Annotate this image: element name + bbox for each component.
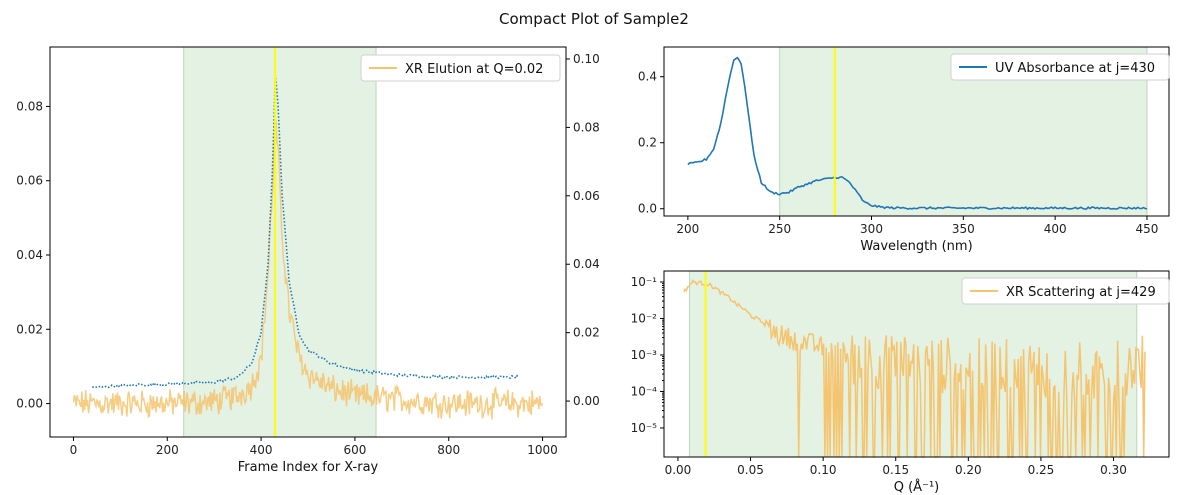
uv-legend-label: UV Absorbance at j=430 [995,61,1155,76]
right-y-tick-label: 0.04 [573,257,600,271]
x-tick-label: 400 [250,443,273,457]
y-tick-label: 10⁻¹ [631,275,658,289]
x-tick-label: 0.30 [1100,463,1127,477]
figure-title: Compact Plot of Sample2 [499,10,689,28]
scattering-legend: XR Scattering at j=429 [961,277,1170,305]
x-tick-label: 0.25 [1028,463,1055,477]
y-tick-label: 0.2 [638,136,657,150]
plot-frame [663,270,1170,458]
shaded-range [183,46,377,438]
x-tick-label: 600 [343,443,366,457]
y-tick-label: 0.4 [638,70,657,84]
x-tick-label: 200 [156,443,179,457]
x-tick-label: 400 [1044,222,1067,236]
x-tick-label: 250 [768,222,791,236]
y-tick-label: 0.08 [16,99,43,113]
right-y-tick-label: 0.06 [573,189,600,203]
x-tick-label: 200 [676,222,699,236]
scattering-plot: 0.00 0.05 0.10 0.15 0.20 0.25 0.30 Q (Å⁻¹) 10⁻⁵ 1… [631,270,1170,495]
x-tick-label: 300 [860,222,883,236]
right-y-tick-label: 0.10 [573,52,600,66]
y-tick-label: 0.04 [16,248,43,262]
x-tick-label: 0 [70,443,78,457]
scattering-legend-box [961,277,1170,305]
right-y-tick-label: 0.08 [573,120,600,134]
x-axis-label: Frame Index for X-ray [238,460,379,475]
y-tick-label: 0.06 [16,174,43,188]
y-tick-label: 0.0 [638,202,657,216]
y-tick-label: 10⁻² [631,311,658,325]
y-tick-label: 10⁻⁴ [631,384,658,398]
xr-elution-series-line [72,120,544,420]
x-tick-label: 0.15 [882,463,909,477]
x-tick-label: 0.20 [955,463,982,477]
uv-legend: UV Absorbance at j=430 [950,53,1170,81]
elution-legend-label: XR Elution at Q=0.02 [405,62,543,77]
y-tick-label: 10⁻⁵ [631,421,658,435]
elution-legend-box [360,54,561,82]
x-tick-label: 450 [1136,222,1159,236]
y-tick-label: 0.02 [16,322,43,336]
x-tick-label: 350 [952,222,975,236]
x-tick-label: 0.00 [665,463,692,477]
x-tick-label: 0.10 [810,463,837,477]
x-tick-label: 800 [437,443,460,457]
uv-spectrum-plot: 200 250 300 350 400 450 Wavelength (nm) 0.0 0.2 0… [638,46,1170,254]
uv-legend-box [950,53,1170,81]
plot-frame [49,46,567,438]
elution-legend: XR Elution at Q=0.02 [360,54,561,82]
x-axis-label: Q (Å⁻¹) [894,479,939,495]
scattering-legend-label: XR Scattering at j=429 [1006,285,1156,300]
x-axis-label: Wavelength (nm) [860,239,972,254]
x-tick-label: 1000 [527,443,558,457]
uv-absorbance-series-line [687,56,1148,211]
uv-elution-series-line [92,74,520,389]
elution-plot: 0 200 400 600 800 1000 Frame Index for X-ray 0.… [16,46,600,475]
y-tick-label: 10⁻³ [631,348,658,362]
plot-frame [663,46,1170,217]
right-y-tick-label: 0.02 [573,326,600,340]
y-tick-label: 0.00 [16,397,43,411]
right-y-tick-label: 0.00 [573,394,600,408]
x-tick-label: 0.05 [737,463,764,477]
